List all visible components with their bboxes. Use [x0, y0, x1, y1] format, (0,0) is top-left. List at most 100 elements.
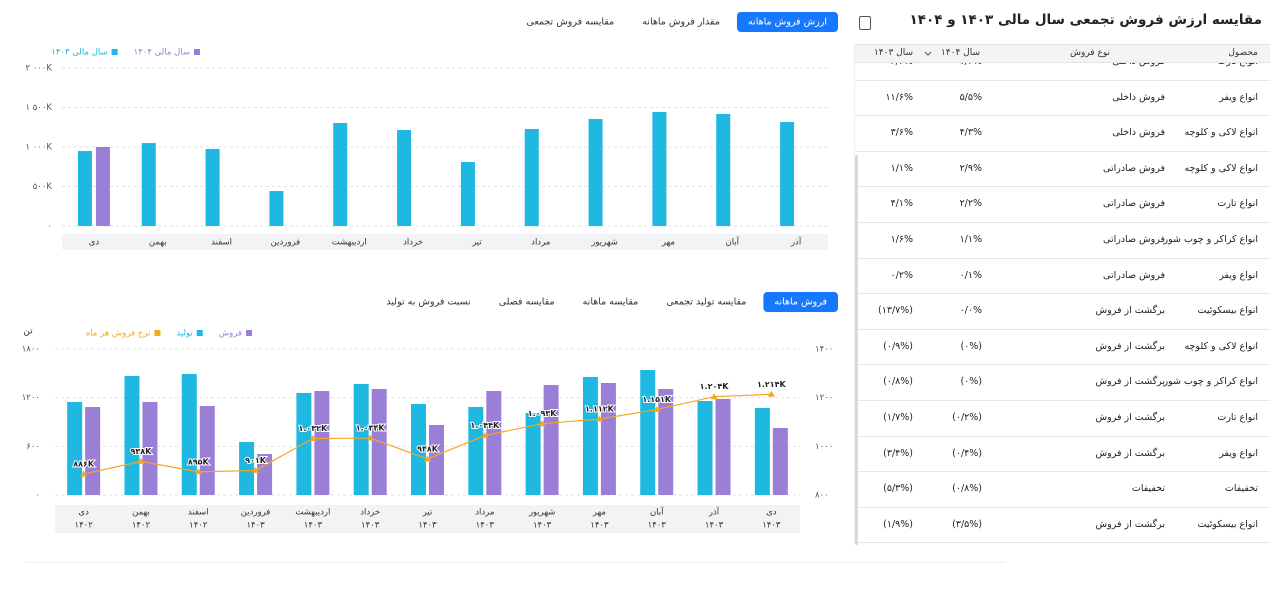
- tab-label[interactable]: ارزش فروش ماهانه: [748, 17, 827, 28]
- table-value: (۱۳/۷%): [878, 305, 913, 317]
- legend-swatch: [111, 49, 118, 55]
- tab-label[interactable]: مقایسه تولید تجمعی: [666, 297, 746, 308]
- table-cell: برگشت از فروش: [1095, 412, 1165, 423]
- tab-label[interactable]: فروش ماهانه: [774, 297, 827, 308]
- legend-label: سال مالی ۱۴۰۴: [134, 48, 190, 58]
- line-marker: [137, 457, 145, 464]
- line-marker: [366, 434, 374, 441]
- y-tick-label: ۱ ۵۰۰K: [25, 103, 52, 113]
- column-header: نوع فروش: [1070, 48, 1110, 58]
- line-marker: [80, 470, 88, 477]
- column-header: سال ۱۴۰۴: [940, 48, 980, 58]
- bar: [269, 191, 284, 226]
- bar: [67, 401, 83, 495]
- y-tick-label: ۶۰۰: [26, 442, 40, 452]
- tab[interactable]: [763, 292, 838, 312]
- data-label: ۸۹۵K: [188, 457, 210, 466]
- bar: [124, 376, 140, 495]
- tab-label[interactable]: نسبت فروش به تولید: [386, 297, 470, 308]
- table-value: ۳/۶%: [890, 127, 913, 139]
- table-value: ۴/۱%: [890, 198, 913, 210]
- scrollbar[interactable]: [855, 155, 858, 545]
- bar: [239, 442, 255, 495]
- bar: [582, 376, 598, 495]
- line-marker: [252, 466, 260, 473]
- tab-label[interactable]: مقایسه فصلی: [499, 297, 555, 308]
- x-tick-label: ۱۴۰۲: [75, 521, 94, 531]
- x-tick-label: اسفند: [188, 508, 209, 518]
- table-cell: انواع کراکر و چوب شور: [1163, 234, 1258, 245]
- bar: [588, 119, 603, 226]
- bar: [205, 148, 220, 226]
- x-tick-label: آبان: [650, 506, 664, 518]
- bar: [257, 454, 273, 495]
- x-tick-label: ۱۴۰۳: [361, 521, 380, 531]
- x-tick-label: آبان: [725, 236, 739, 248]
- tab[interactable]: [736, 12, 838, 32]
- bar: [77, 151, 92, 226]
- bar: [333, 122, 348, 226]
- table-value: ۰/۱%: [959, 269, 982, 281]
- x-tick-label: دی: [78, 508, 89, 518]
- bar: [314, 391, 330, 495]
- x-tick-label: بهمن: [149, 238, 167, 248]
- table-value: ۱/۶%: [890, 234, 913, 245]
- y-tick-label: ۵۰۰K: [33, 182, 53, 192]
- table-cell: انواع تارت: [1217, 198, 1258, 210]
- x-tick-label: خرداد: [360, 508, 380, 518]
- table-row: انواع کراکر و چوب شور برگشت از فروش (۰%) (۰…: [855, 364, 1270, 401]
- table-value: (۱/۷%): [883, 412, 913, 423]
- legend-swatch: [154, 330, 161, 336]
- table-row: انواع لاکی و کلوچه برگشت از فروش (۰%) (۰/۹%…: [855, 329, 1270, 366]
- table-value: ۱/۱%: [890, 162, 913, 174]
- column-header: سال ۱۴۰۳: [873, 48, 913, 58]
- bar: [429, 425, 444, 495]
- line-marker: [595, 415, 603, 422]
- table-value: ۵/۵%: [959, 91, 982, 103]
- bar: [600, 382, 616, 495]
- table-value: ۲/۲%: [959, 198, 982, 210]
- table-row: تخفیفات تخفیفات (۰/۸%) (۵/۳%): [855, 471, 1270, 508]
- legend-swatch: [246, 330, 252, 336]
- table-value: ۴/۳%: [959, 127, 982, 139]
- table-header: محصول نوع فروش سال ۱۴۰۴ سال ۱۴۰۳: [855, 44, 1270, 63]
- x-tick-label: تیر: [422, 508, 433, 518]
- tab-label[interactable]: مقایسه ماهانه: [583, 297, 639, 308]
- data-label: ۱.۱۱۲K: [585, 405, 615, 414]
- bar: [371, 388, 387, 495]
- y-tick-label: ۱۸۰۰: [22, 345, 40, 355]
- column-header: محصول: [1228, 48, 1258, 58]
- tab-label[interactable]: مقایسه فروش تجمعی: [526, 17, 614, 28]
- table-cell: انواع لاکی و کلوچه: [1184, 127, 1258, 139]
- table-value: (۰/۴%): [952, 447, 982, 459]
- table-row: انواع لاکی و کلوچه فروش صادراتی ۲/۹% ۱/۱%: [855, 151, 1270, 188]
- table-cell: انواع تارت: [1217, 412, 1258, 423]
- table-body: انواع تارت فروش داخلی ۷/۲% ۶/۳% انواع ویفر فر…: [855, 61, 1270, 544]
- legend-swatch: [196, 330, 203, 336]
- bar: [697, 400, 713, 495]
- table-row: انواع تارت فروش صادراتی ۲/۲% ۴/۱%: [855, 186, 1270, 223]
- sort-icon[interactable]: [924, 51, 932, 57]
- legend-label: تولید: [176, 329, 193, 339]
- data-label: ۱.۲۰۴K: [700, 382, 730, 391]
- table-cell: فروش صادراتی: [1103, 234, 1165, 245]
- table-row: انواع بیسکوئیت برگشت از فروش (۳/۵%) (۱/۹%): [855, 507, 1270, 544]
- x-tick-label: مرداد: [475, 508, 494, 518]
- bar: [411, 403, 426, 495]
- bar: [652, 112, 667, 226]
- table-cell: فروش داخلی: [1112, 127, 1165, 139]
- x-tick-label: ۱۴۰۲: [189, 521, 208, 531]
- data-label: ۱.۰۹۳K: [528, 409, 558, 418]
- tab-label[interactable]: مقدار فروش ماهانه: [642, 17, 720, 28]
- x-tick-label: تیر: [471, 238, 482, 248]
- charts-area: ارزش فروش ماهانه مقدار فروش ماهانه مقایسه …: [22, 12, 838, 533]
- export-icon[interactable]: [859, 16, 871, 30]
- table-value: ۷/۲%: [959, 61, 982, 67]
- table-value: (۰%): [960, 376, 982, 388]
- table-value: (۰/۸%): [952, 483, 982, 495]
- bar: [397, 130, 412, 226]
- table-value: ۱/۱%: [959, 234, 982, 245]
- table-cell: انواع لاکی و کلوچه: [1184, 340, 1258, 352]
- data-label: ۱.۰۳۴K: [356, 424, 386, 433]
- table-cell: انواع کراکر و چوب شور: [1163, 376, 1258, 388]
